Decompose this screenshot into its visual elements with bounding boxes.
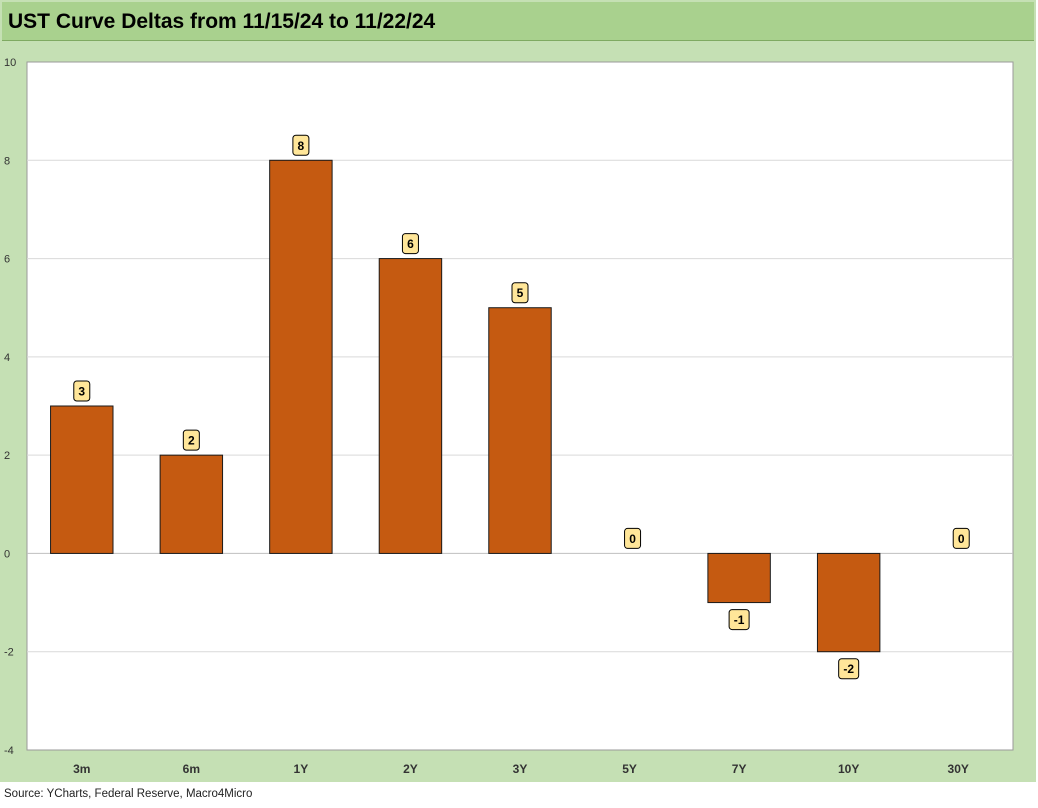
x-tick-label: 3m bbox=[73, 762, 90, 776]
chart-title: UST Curve Deltas from 11/15/24 to 11/22/… bbox=[8, 10, 436, 33]
source-note: Source: YCharts, Federal Reserve, Macro4… bbox=[4, 788, 253, 800]
x-axis: 3m 6m 1Y 2Y 3Y 5Y 7Y 10Y 30Y bbox=[73, 762, 969, 776]
bar bbox=[50, 405, 114, 554]
data-label-box bbox=[73, 380, 91, 402]
bar bbox=[159, 454, 224, 554]
data-label-box bbox=[511, 282, 529, 304]
bar bbox=[707, 552, 771, 604]
data-label: 0 bbox=[629, 532, 636, 546]
y-tick-label: -2 bbox=[4, 647, 14, 659]
x-tick-label: 1Y bbox=[294, 762, 309, 776]
data-label-box bbox=[838, 658, 860, 680]
bar bbox=[378, 258, 443, 554]
x-tick-label: 5Y bbox=[622, 762, 637, 776]
data-label-box bbox=[292, 134, 310, 156]
y-tick-label: 6 bbox=[4, 254, 10, 266]
x-tick-label: 7Y bbox=[732, 762, 747, 776]
data-label: 2 bbox=[188, 434, 195, 448]
bars bbox=[50, 159, 881, 653]
y-tick-label: -4 bbox=[4, 745, 14, 757]
data-label: 3 bbox=[78, 385, 85, 399]
y-tick-label: 4 bbox=[4, 352, 10, 364]
data-label-box bbox=[952, 527, 970, 549]
bar bbox=[488, 307, 552, 554]
y-tick-label: 10 bbox=[4, 57, 16, 69]
data-label-box bbox=[728, 609, 750, 631]
y-axis: -4 -2 0 2 4 6 8 10 bbox=[4, 57, 16, 757]
x-tick-label: 6m bbox=[183, 762, 200, 776]
data-label: 5 bbox=[517, 286, 524, 300]
data-labels: 3 2 8 6 5 0 -1 -2 0 bbox=[73, 134, 970, 680]
data-label: -1 bbox=[734, 613, 745, 627]
y-tick-label: 0 bbox=[4, 548, 10, 560]
y-tick-label: 8 bbox=[4, 155, 10, 167]
data-label-box bbox=[401, 233, 419, 255]
x-tick-label: 30Y bbox=[948, 762, 969, 776]
title-bar: UST Curve Deltas from 11/15/24 to 11/22/… bbox=[2, 2, 1034, 41]
x-tick-label: 3Y bbox=[513, 762, 528, 776]
bar bbox=[816, 552, 881, 653]
data-label-box bbox=[624, 527, 642, 549]
bar bbox=[269, 159, 333, 554]
data-label: 8 bbox=[298, 139, 305, 153]
y-tick-label: 2 bbox=[4, 450, 10, 462]
data-label: -2 bbox=[843, 662, 854, 676]
x-tick-label: 2Y bbox=[403, 762, 418, 776]
data-label-box bbox=[182, 429, 200, 451]
data-label: 6 bbox=[407, 237, 414, 251]
x-tick-label: 10Y bbox=[838, 762, 859, 776]
data-label: 0 bbox=[958, 532, 965, 546]
